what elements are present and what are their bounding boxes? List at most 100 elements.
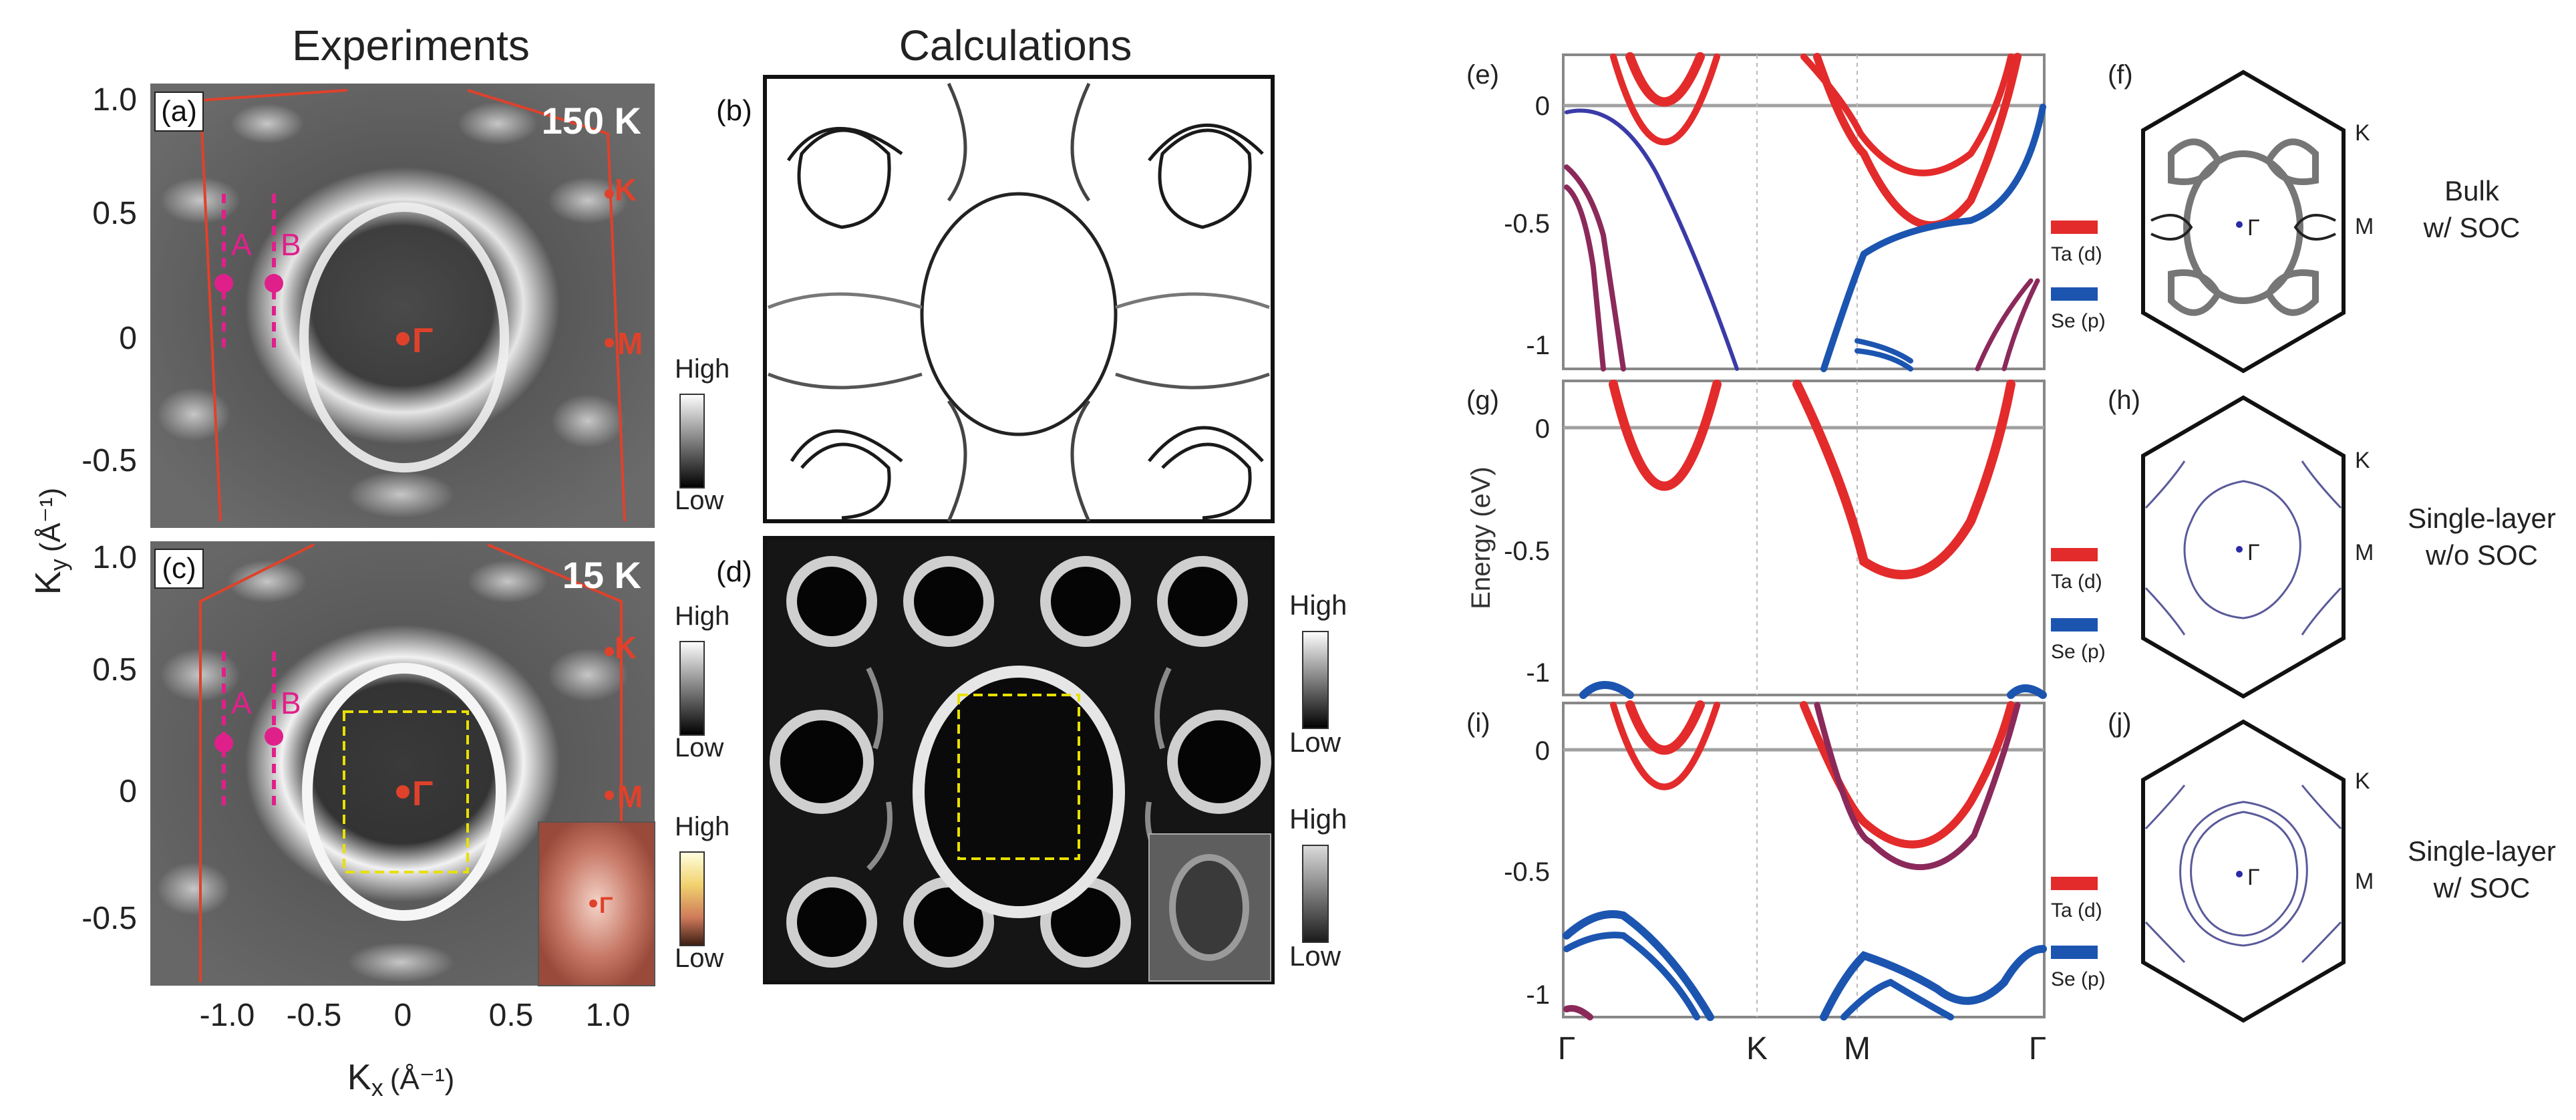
energy-tick-i-0: 0 (1535, 736, 1550, 766)
ky-tick-a-1: 1.0 (92, 82, 137, 118)
kpath-m: M (1844, 1031, 1871, 1067)
ky-tick-c-3: 0 (119, 774, 137, 809)
panel-a-label: (a) (161, 95, 197, 128)
panel-j: Γ K M (j) Single-layer w/ SOC (2108, 708, 2556, 1023)
cut-a-label-c: A (231, 686, 252, 720)
panel-e: (e) 0 -0.5 -1 Ta (d) Se (p) (1466, 52, 2106, 372)
kpath-axis: Γ K M Γ (1558, 1031, 2046, 1067)
panel-j-caption-2: w/ SOC (2433, 872, 2531, 903)
kx-tick-1: -1.0 (200, 998, 255, 1033)
m-marker-c: M (617, 779, 643, 814)
colorbar-d-high: High (1289, 589, 1347, 621)
legend-se-g: Se (p) (2051, 641, 2106, 663)
legend-ta-i: Ta (d) (2051, 899, 2102, 922)
hexagon-h (2141, 395, 2346, 699)
gamma-marker-j: Γ (2247, 865, 2260, 890)
gamma-marker-c: Γ (412, 775, 433, 813)
energy-tick-e-1: -0.5 (1504, 209, 1550, 239)
kx-tick-5: 1.0 (586, 998, 631, 1033)
gamma-marker-inset: Γ (599, 893, 613, 918)
kx-tick-3: 0 (394, 998, 412, 1033)
k-marker-a: K (615, 172, 637, 207)
kx-axis: -1.0 -0.5 0 0.5 1.0 Kx (Å⁻¹) (200, 998, 631, 1101)
energy-tick-g-1: -0.5 (1504, 537, 1550, 566)
panel-j-label: (j) (2108, 708, 2132, 738)
colorbar-d-inset-high: High (1289, 803, 1347, 835)
energy-tick-e-0: 0 (1535, 92, 1550, 121)
hexagon-f (2141, 69, 2346, 374)
ky-label: K (28, 571, 68, 595)
colorbar-a-high: High (675, 354, 730, 384)
panel-a: A B Γ K M (a) 150 K (150, 84, 655, 528)
kx-label: K (347, 1057, 371, 1097)
panel-f: Γ K M (f) Bulk w/ SOC (2108, 60, 2521, 374)
panel-h-caption-2: w/o SOC (2425, 539, 2538, 571)
ky-axis: 1.0 0.5 0 -0.5 1.0 0.5 0 -0.5 Ky (Å⁻¹) (28, 82, 137, 936)
legend-se-e: Se (p) (2051, 310, 2106, 332)
colorbar-inset: High Low (675, 812, 730, 973)
colorbar-d-low: Low (1289, 726, 1341, 758)
gamma-marker-h: Γ (2247, 540, 2260, 565)
panel-j-caption-1: Single-layer (2408, 835, 2556, 867)
ky-tick-a-2: 0.5 (92, 196, 137, 231)
ky-unit: (Å⁻¹) (34, 488, 67, 553)
panel-g-label: (g) (1466, 386, 1499, 415)
energy-tick-e-2: -1 (1526, 331, 1550, 360)
m-label-j: M (2355, 869, 2374, 894)
kpath-gamma-left: Γ (1558, 1031, 1575, 1067)
colorbar-d-inset-low: Low (1289, 940, 1341, 972)
temp-c: 15 K (562, 554, 641, 596)
panel-c-label: (c) (162, 552, 196, 585)
legend-se-i: Se (p) (2051, 968, 2106, 990)
calculations-header: Calculations (899, 21, 1132, 69)
k-label-j: K (2355, 768, 2370, 794)
experiments-header: Experiments (292, 21, 530, 69)
cut-b-label-c: B (281, 686, 301, 720)
m-label-f: M (2355, 214, 2374, 239)
panel-e-frame (1562, 53, 2046, 370)
legend-ta-e: Ta (d) (2051, 243, 2102, 265)
cut-b-label: B (281, 227, 301, 262)
kpath-k: K (1746, 1031, 1768, 1067)
legend-ta-g: Ta (d) (2051, 571, 2102, 593)
panel-h: Γ K M (h) Single-layer w/o SOC (2108, 386, 2556, 699)
k-marker-c: K (615, 630, 637, 665)
panel-d: (d) (716, 536, 1275, 984)
panel-i-label: (i) (1466, 708, 1490, 738)
energy-tick-g-0: 0 (1535, 414, 1550, 444)
zoom-box-c (343, 710, 469, 873)
ky-subscript: y (45, 559, 72, 571)
colorbar-c-high: High (675, 601, 730, 631)
zone-boundary-a (199, 89, 626, 522)
energy-tick-i-1: -0.5 (1504, 857, 1550, 887)
colorbar-a-low: Low (675, 486, 723, 515)
ky-tick-c-4: -0.5 (82, 901, 137, 936)
colorbar-inset-low: Low (675, 944, 723, 973)
svg-text:Kx(Å⁻¹): Kx (Å⁻¹) (347, 1057, 455, 1101)
hexagon-j (2141, 719, 2346, 1023)
ky-tick-a-3: 0 (119, 321, 137, 356)
colorbar-c-low: Low (675, 733, 723, 762)
energy-tick-g-2: -1 (1526, 658, 1550, 688)
temp-a: 150 K (542, 100, 641, 142)
panel-a-map (150, 84, 655, 528)
panel-f-caption-1: Bulk (2444, 175, 2500, 206)
panel-b-label: (b) (716, 94, 752, 127)
panel-e-label: (e) (1466, 60, 1499, 90)
colorbar-d: High Low (1289, 589, 1347, 758)
colorbar-c: High Low (675, 601, 730, 762)
gamma-marker-a: Γ (412, 321, 433, 360)
panel-b-frame (763, 75, 1275, 523)
gamma-marker-f: Γ (2247, 215, 2260, 241)
kpath-gamma-right: Γ (2029, 1031, 2046, 1067)
energy-axis-label: Energy (eV) (1466, 466, 1496, 609)
panel-f-caption-2: w/ SOC (2423, 212, 2521, 243)
m-marker-a: M (617, 326, 643, 361)
panel-f-label: (f) (2108, 60, 2133, 90)
energy-tick-i-2: -1 (1526, 980, 1550, 1010)
panel-i: (i) 0 -0.5 -1 Ta (d) Se (p) (1466, 700, 2106, 1021)
colorbar-a: High Low (675, 354, 730, 515)
ky-tick-c-2: 0.5 (92, 652, 137, 688)
panel-d-label: (d) (716, 555, 752, 588)
